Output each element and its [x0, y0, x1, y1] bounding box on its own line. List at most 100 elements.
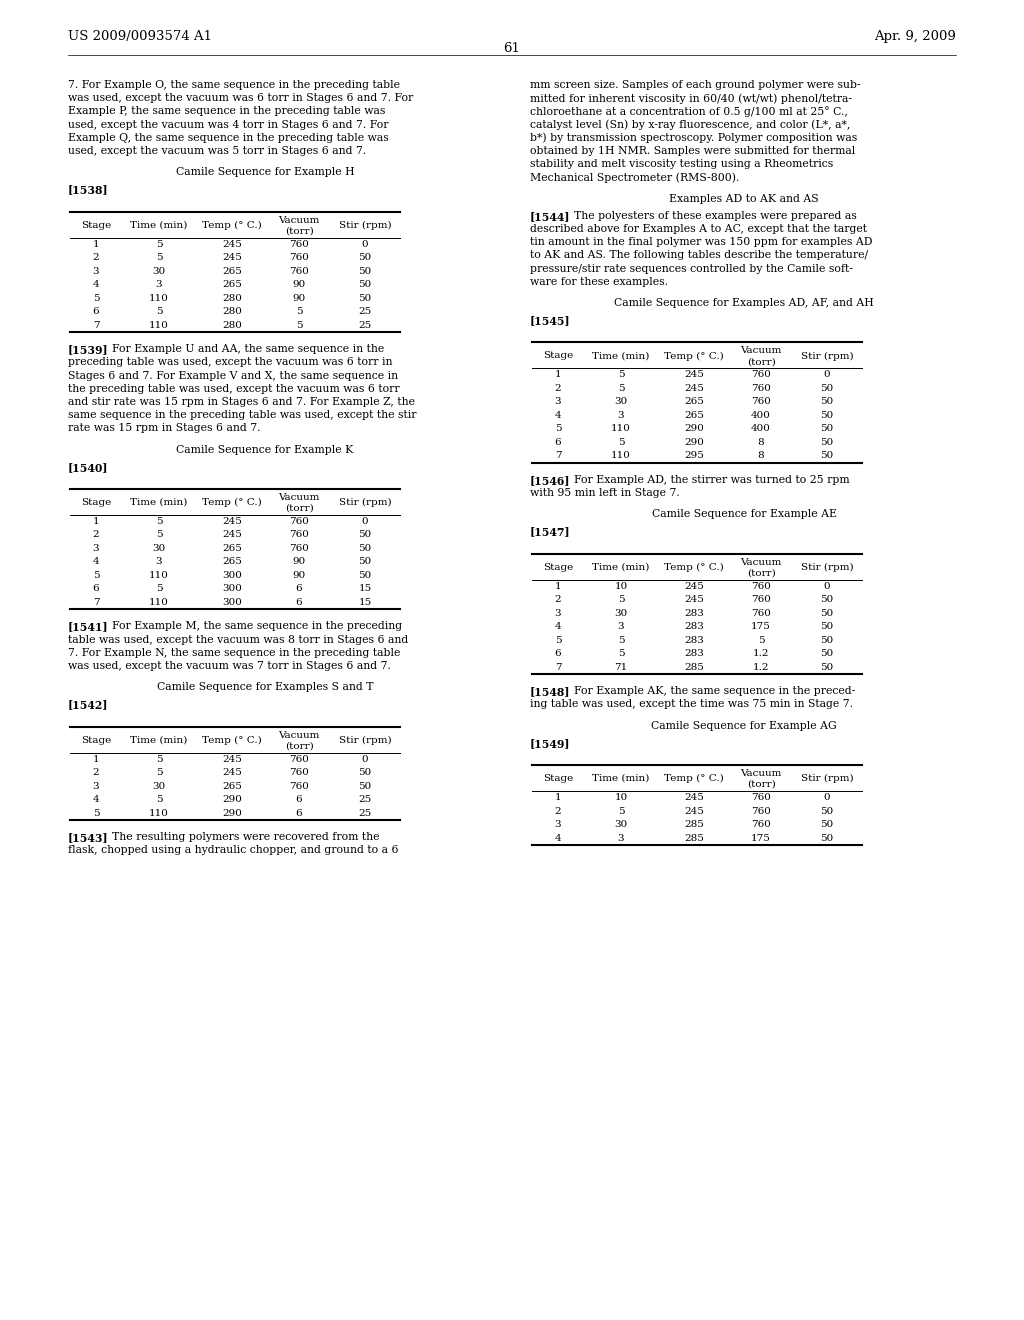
- Text: 245: 245: [684, 384, 703, 393]
- Text: 30: 30: [614, 609, 628, 618]
- Text: Temp (° C.): Temp (° C.): [665, 351, 724, 360]
- Text: obtained by 1H NMR. Samples were submitted for thermal: obtained by 1H NMR. Samples were submitt…: [530, 147, 855, 156]
- Text: 50: 50: [358, 267, 372, 276]
- Text: 290: 290: [222, 809, 242, 817]
- Text: Vacuum: Vacuum: [279, 215, 319, 224]
- Text: 5: 5: [617, 438, 625, 447]
- Text: 245: 245: [222, 240, 242, 248]
- Text: 760: 760: [289, 768, 309, 777]
- Text: 50: 50: [358, 280, 372, 289]
- Text: 400: 400: [751, 411, 771, 420]
- Text: 50: 50: [358, 768, 372, 777]
- Text: 30: 30: [614, 397, 628, 407]
- Text: For Example M, the same sequence in the preceding: For Example M, the same sequence in the …: [112, 622, 402, 631]
- Text: Stir (rpm): Stir (rpm): [801, 774, 853, 783]
- Text: 295: 295: [684, 451, 703, 461]
- Text: Vacuum: Vacuum: [740, 558, 781, 566]
- Text: 5: 5: [93, 809, 99, 817]
- Text: Stir (rpm): Stir (rpm): [339, 735, 391, 744]
- Text: 5: 5: [156, 517, 163, 525]
- Text: 0: 0: [361, 755, 369, 763]
- Text: 50: 50: [820, 622, 834, 631]
- Text: Vacuum: Vacuum: [740, 346, 781, 355]
- Text: the preceding table was used, except the vacuum was 6 torr: the preceding table was used, except the…: [68, 384, 399, 393]
- Text: 3: 3: [617, 622, 625, 631]
- Text: 90: 90: [293, 280, 305, 289]
- Text: preceding table was used, except the vacuum was 6 torr in: preceding table was used, except the vac…: [68, 358, 392, 367]
- Text: [1538]: [1538]: [68, 185, 109, 195]
- Text: 760: 760: [289, 267, 309, 276]
- Text: [1541]: [1541]: [68, 622, 109, 632]
- Text: 760: 760: [289, 544, 309, 553]
- Text: 285: 285: [684, 833, 703, 842]
- Text: 3: 3: [156, 557, 163, 566]
- Text: rate was 15 rpm in Stages 6 and 7.: rate was 15 rpm in Stages 6 and 7.: [68, 424, 260, 433]
- Text: 283: 283: [684, 649, 703, 659]
- Text: (torr): (torr): [746, 569, 775, 578]
- Text: 7. For Example N, the same sequence in the preceding table: 7. For Example N, the same sequence in t…: [68, 648, 400, 657]
- Text: Vacuum: Vacuum: [279, 492, 319, 502]
- Text: 760: 760: [289, 253, 309, 263]
- Text: 50: 50: [820, 636, 834, 644]
- Text: chloroethane at a concentration of 0.5 g/100 ml at 25° C.,: chloroethane at a concentration of 0.5 g…: [530, 107, 848, 117]
- Text: 265: 265: [684, 411, 703, 420]
- Text: 5: 5: [555, 636, 561, 644]
- Text: 50: 50: [358, 572, 372, 579]
- Text: 3: 3: [93, 781, 99, 791]
- Text: [1546]: [1546]: [530, 475, 570, 486]
- Text: 50: 50: [820, 649, 834, 659]
- Text: 760: 760: [289, 517, 309, 525]
- Text: with 95 min left in Stage 7.: with 95 min left in Stage 7.: [530, 488, 680, 498]
- Text: 2: 2: [555, 595, 561, 605]
- Text: 30: 30: [153, 544, 166, 553]
- Text: [1540]: [1540]: [68, 462, 109, 473]
- Text: Camile Sequence for Examples S and T: Camile Sequence for Examples S and T: [157, 682, 374, 692]
- Text: 3: 3: [617, 833, 625, 842]
- Text: Stir (rpm): Stir (rpm): [801, 562, 853, 572]
- Text: 50: 50: [820, 397, 834, 407]
- Text: 110: 110: [150, 293, 169, 302]
- Text: 25: 25: [358, 795, 372, 804]
- Text: 25: 25: [358, 321, 372, 330]
- Text: Time (min): Time (min): [592, 774, 649, 783]
- Text: stability and melt viscosity testing using a Rheometrics: stability and melt viscosity testing usi…: [530, 160, 834, 169]
- Text: 6: 6: [296, 795, 302, 804]
- Text: Temp (° C.): Temp (° C.): [665, 562, 724, 572]
- Text: 2: 2: [93, 253, 99, 263]
- Text: to AK and AS. The following tables describe the temperature/: to AK and AS. The following tables descr…: [530, 251, 868, 260]
- Text: 1: 1: [93, 517, 99, 525]
- Text: 760: 760: [751, 793, 771, 803]
- Text: Vacuum: Vacuum: [279, 730, 319, 739]
- Text: 300: 300: [222, 572, 242, 579]
- Text: Camile Sequence for Example AG: Camile Sequence for Example AG: [651, 721, 837, 730]
- Text: 265: 265: [222, 781, 242, 791]
- Text: 2: 2: [555, 807, 561, 816]
- Text: [1544]: [1544]: [530, 211, 570, 222]
- Text: 760: 760: [751, 371, 771, 379]
- Text: 290: 290: [222, 795, 242, 804]
- Text: described above for Examples A to AC, except that the target: described above for Examples A to AC, ex…: [530, 224, 867, 234]
- Text: For Example AD, the stirrer was turned to 25 rpm: For Example AD, the stirrer was turned t…: [574, 475, 850, 484]
- Text: 6: 6: [555, 438, 561, 447]
- Text: 8: 8: [758, 451, 764, 461]
- Text: 30: 30: [153, 781, 166, 791]
- Text: 760: 760: [289, 240, 309, 248]
- Text: 7: 7: [555, 451, 561, 461]
- Text: 50: 50: [820, 807, 834, 816]
- Text: For Example U and AA, the same sequence in the: For Example U and AA, the same sequence …: [112, 345, 384, 354]
- Text: 760: 760: [751, 582, 771, 591]
- Text: (torr): (torr): [285, 742, 313, 751]
- Text: 760: 760: [751, 807, 771, 816]
- Text: 265: 265: [222, 267, 242, 276]
- Text: 245: 245: [684, 793, 703, 803]
- Text: 760: 760: [751, 397, 771, 407]
- Text: 1: 1: [555, 371, 561, 379]
- Text: 3: 3: [93, 267, 99, 276]
- Text: 6: 6: [93, 585, 99, 594]
- Text: 50: 50: [820, 595, 834, 605]
- Text: Stage: Stage: [543, 562, 573, 572]
- Text: [1549]: [1549]: [530, 738, 570, 748]
- Text: Time (min): Time (min): [130, 220, 187, 230]
- Text: The polyesters of these examples were prepared as: The polyesters of these examples were pr…: [574, 211, 857, 220]
- Text: 25: 25: [358, 809, 372, 817]
